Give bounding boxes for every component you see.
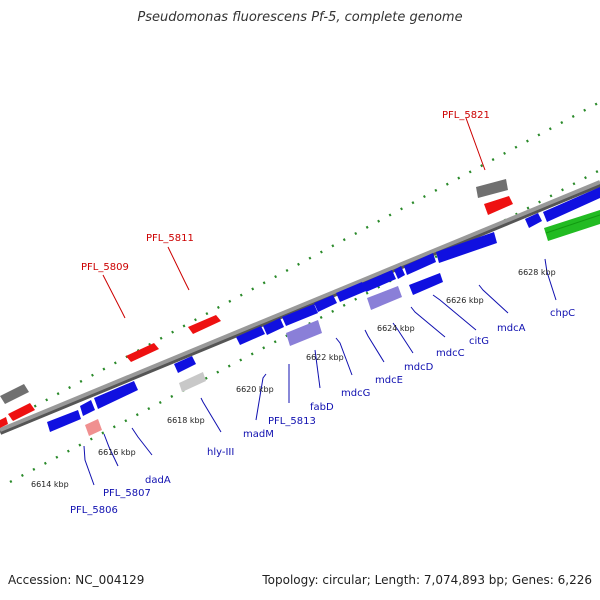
gene-label-dada[interactable]: dadA (145, 475, 171, 486)
backbone (0, 180, 600, 432)
gene-labels-red: PFL_5809 PFL_5811 PFL_5821 (81, 110, 490, 273)
gene-label-pfl5809[interactable]: PFL_5809 (81, 262, 129, 273)
gene-blue-6[interactable] (263, 318, 284, 335)
gene-red-pfl5809[interactable] (126, 343, 159, 362)
gene-label-chpc[interactable]: chpC (550, 308, 575, 319)
gene-red-pfl5811[interactable] (188, 315, 221, 334)
gene-label-pfl5806[interactable]: PFL_5806 (70, 505, 118, 516)
scale-label: 6628 kbp (518, 268, 556, 277)
gene-blue-mdcc[interactable] (362, 270, 396, 292)
accession-label: Accession: NC_004129 (8, 573, 145, 587)
gene-label-citg[interactable]: citG (469, 336, 489, 347)
gene-blue-small[interactable] (174, 356, 196, 373)
map-title: Pseudomonas fluorescens Pf-5, complete g… (137, 10, 463, 25)
scale-label: 6614 kbp (31, 480, 69, 489)
gene-blue-mdca-low[interactable] (409, 273, 443, 295)
gene-label-pfl5807[interactable]: PFL_5807 (103, 488, 151, 499)
gene-label-pfl5821[interactable]: PFL_5821 (442, 110, 490, 121)
scale-labels: 6614 kbp 6616 kbp 6618 kbp 6620 kbp 6622… (31, 268, 556, 489)
gene-blue-long[interactable] (543, 187, 600, 222)
scale-label: 6616 kbp (98, 448, 136, 457)
leader-lines-red (102, 117, 486, 319)
gene-red-edge[interactable] (0, 417, 8, 428)
gene-label-mdca[interactable]: mdcA (497, 323, 526, 334)
gene-label-mdcg[interactable]: mdcG (341, 388, 370, 399)
scale-label: 6618 kbp (167, 416, 205, 425)
gene-blue-pfl5806[interactable] (47, 410, 81, 432)
scale-label: 6622 kbp (306, 353, 344, 362)
leader-lines-blue (83, 258, 557, 486)
gene-red-pfl5821[interactable] (484, 196, 513, 215)
gene-label-mdcd[interactable]: mdcD (404, 362, 434, 373)
gene-blue-dada[interactable] (94, 381, 138, 409)
topology-label: Topology: circular; Length: 7,074,893 bp… (262, 573, 592, 587)
gene-label-madm[interactable]: madM (243, 429, 274, 440)
gene-purple-mdcd[interactable] (367, 286, 402, 310)
scale-label: 6626 kbp (446, 296, 484, 305)
gene-labels-blue: PFL_5806 PFL_5807 dadA hly-III madM PFL_… (70, 308, 575, 516)
gene-gray-left[interactable] (0, 384, 29, 404)
scale-label: 6624 kbp (377, 324, 415, 333)
gene-blue-citg[interactable] (404, 253, 436, 275)
gene-red-left[interactable] (8, 403, 35, 421)
gene-purple-fabd[interactable] (286, 320, 322, 346)
gene-label-hly-iii[interactable]: hly-III (207, 447, 234, 458)
gene-blue-chpc[interactable] (525, 213, 542, 228)
gene-label-pfl5813[interactable]: PFL_5813 (268, 416, 316, 427)
gene-gray-pfl5821[interactable] (476, 179, 508, 198)
gene-blue-mdcg[interactable] (314, 295, 337, 312)
gene-green[interactable] (544, 210, 600, 241)
scale-label: 6620 kbp (236, 385, 274, 394)
gene-blue-mdce[interactable] (336, 282, 366, 302)
gene-lightgray-hly[interactable] (179, 372, 206, 392)
gene-label-pfl5811[interactable]: PFL_5811 (146, 233, 194, 244)
gene-blue-11[interactable] (394, 266, 405, 279)
gene-blue-madm[interactable] (236, 326, 265, 345)
gene-blue-pfl5807[interactable] (80, 400, 95, 416)
gene-label-mdce[interactable]: mdcE (375, 375, 403, 386)
gene-blue-mdca[interactable] (436, 232, 497, 263)
gene-pink[interactable] (85, 419, 102, 436)
gene-blue-pfl5813[interactable] (282, 304, 318, 326)
gene-label-mdcc[interactable]: mdcC (436, 348, 465, 359)
gene-label-fabd[interactable]: fabD (310, 402, 334, 413)
